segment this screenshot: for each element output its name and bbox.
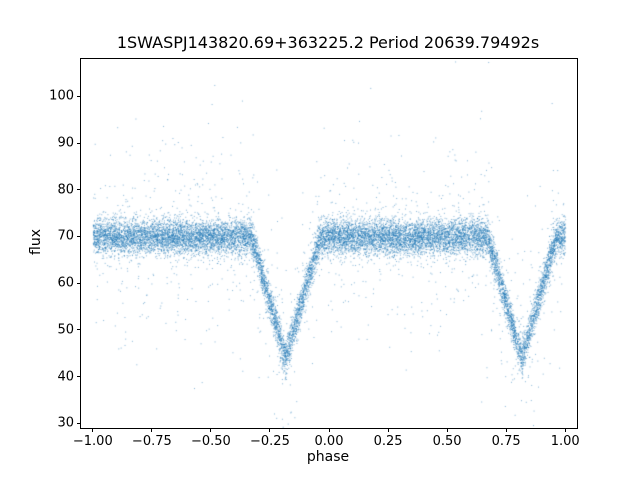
y-tick-mark [77, 95, 81, 97]
y-tick-mark [77, 329, 81, 331]
y-tick-label: 90 [57, 135, 74, 151]
y-tick-label: 30 [57, 415, 74, 431]
scatter-canvas [81, 59, 577, 428]
x-tick-label: 0.75 [491, 434, 521, 449]
y-tick-mark [77, 189, 81, 191]
x-tick-mark [210, 428, 212, 432]
x-tick-mark [505, 428, 507, 432]
x-tick-label: 0.50 [432, 434, 462, 449]
axes-area: −1.00 −0.75 −0.50 −0.25 0.00 0.25 0.50 0.75 1.00… [49, 58, 580, 449]
x-tick-mark [564, 428, 566, 432]
x-tick-mark [387, 428, 389, 432]
y-tick-label: 80 [57, 182, 74, 198]
y-axis-label: flux [28, 229, 44, 255]
x-tick-label: 1.00 [550, 434, 580, 449]
chart-title: 1SWASPJ143820.69+363225.2 Period 20639.7… [116, 33, 540, 52]
y-tick-mark [77, 422, 81, 424]
x-tick-mark [446, 428, 448, 432]
x-tick-mark [92, 428, 94, 432]
y-tick-mark [77, 376, 81, 378]
x-tick-label: −0.50 [190, 434, 231, 449]
x-tick-label: 0.25 [373, 434, 403, 449]
y-tick-label: 70 [57, 228, 74, 244]
x-axis-label: phase [306, 449, 350, 465]
y-tick-label: 50 [57, 322, 74, 338]
x-tick-mark [151, 428, 153, 432]
y-tick-mark [77, 235, 81, 237]
y-tick-mark [77, 282, 81, 284]
y-tick-label: 40 [57, 369, 74, 385]
y-tick-mark [77, 142, 81, 144]
x-tick-mark [328, 428, 330, 432]
x-tick-label: 0.00 [314, 434, 344, 449]
x-tick-label: −0.75 [131, 434, 172, 449]
x-tick-label: −0.25 [250, 434, 290, 449]
x-tick-label: −1.00 [72, 434, 113, 449]
y-tick-label: 60 [57, 275, 74, 291]
x-tick-mark [269, 428, 271, 432]
y-tick-label: 100 [49, 88, 74, 104]
